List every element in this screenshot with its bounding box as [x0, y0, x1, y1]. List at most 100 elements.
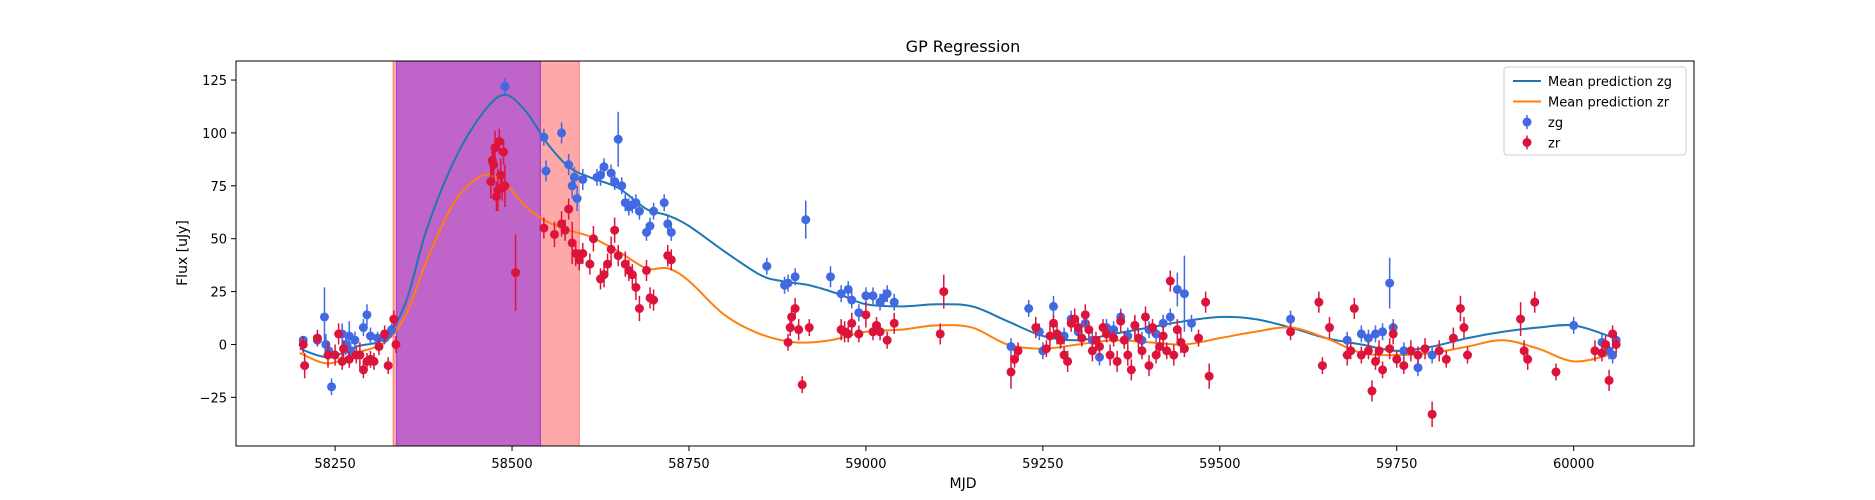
zr-point	[1162, 346, 1172, 356]
zr-point	[1590, 346, 1600, 356]
zr-point	[1367, 386, 1377, 396]
zr-point	[298, 339, 308, 349]
zr-point	[847, 318, 857, 328]
zr-point	[783, 337, 793, 347]
zr-point	[564, 204, 574, 214]
zr-point	[1063, 356, 1073, 366]
y-tick-label: 125	[202, 74, 227, 89]
zr-point	[489, 160, 499, 170]
legend-label: Mean prediction zg	[1548, 75, 1672, 90]
zr-point	[1371, 356, 1381, 366]
zr-point	[1045, 331, 1055, 341]
zg-point	[826, 272, 836, 282]
legend-label: zg	[1548, 116, 1563, 131]
zr-point	[1374, 346, 1384, 356]
zr-point	[1109, 333, 1119, 343]
legend-box	[1503, 66, 1687, 156]
zr-point	[1077, 333, 1087, 343]
zg-point	[373, 333, 383, 343]
zg-point	[564, 160, 574, 170]
zg-point	[861, 291, 871, 301]
zg-point	[790, 272, 800, 282]
zr-point	[1151, 350, 1161, 360]
zr-point	[1441, 354, 1451, 364]
zg-point	[1165, 312, 1175, 322]
zr-point	[1388, 329, 1398, 339]
zg-point	[1048, 301, 1058, 311]
zr-point	[344, 354, 354, 364]
zr-point	[1158, 331, 1168, 341]
zr-point	[1286, 327, 1296, 337]
zr-point	[1463, 350, 1473, 360]
zr-point	[578, 249, 588, 258]
zg-point	[659, 198, 669, 208]
zr-point	[355, 350, 365, 360]
zr-point	[300, 361, 310, 371]
zr-point	[1519, 346, 1529, 356]
zr-point	[1112, 356, 1122, 366]
y-tick-label: −25	[200, 391, 227, 406]
zr-point	[634, 304, 644, 313]
zr-point	[1073, 323, 1083, 333]
zr-point	[539, 223, 549, 233]
zr-point	[875, 327, 885, 337]
zg-point	[843, 284, 853, 294]
zr-point	[1179, 344, 1189, 354]
x-tick-label: 58750	[668, 457, 709, 472]
zg-point	[541, 166, 551, 176]
zr-point	[1601, 339, 1611, 349]
zr-point	[1611, 339, 1621, 349]
zr-point	[567, 238, 577, 248]
zg-point	[631, 198, 641, 208]
zg-point	[1179, 289, 1189, 299]
zr-point	[499, 147, 509, 157]
zr-point	[1597, 348, 1607, 358]
zg-point	[569, 172, 579, 182]
zr-point	[496, 170, 506, 180]
zg-point	[663, 219, 673, 229]
zg-point	[1399, 346, 1409, 356]
zr-point	[1551, 367, 1561, 377]
zr-point	[1204, 371, 1214, 381]
zg-point	[596, 170, 605, 180]
zg-point	[666, 227, 676, 237]
zg-point	[599, 162, 609, 172]
zr-point	[339, 344, 349, 354]
zg-point	[854, 308, 864, 318]
zg-point	[762, 261, 772, 271]
zg-point	[358, 323, 368, 333]
zr-point	[599, 270, 609, 280]
zr-point	[323, 350, 333, 360]
x-axis-ticks: 58250 58500 58750 59000 59250 59500 59750 60000	[314, 446, 1594, 472]
zg-point	[610, 177, 620, 187]
zr-point	[1346, 346, 1356, 356]
zg-point	[645, 221, 655, 231]
x-tick-label: 60000	[1553, 457, 1594, 472]
x-tick-label: 59500	[1199, 457, 1240, 472]
zr-point	[1325, 323, 1334, 333]
zr-point	[1010, 354, 1020, 364]
zg-point	[365, 331, 375, 341]
zr-point	[1349, 304, 1359, 313]
zr-point	[383, 361, 393, 371]
zr-point	[1155, 342, 1165, 352]
zr-point	[1119, 335, 1129, 345]
zg-point	[567, 181, 577, 191]
zg-point	[783, 278, 793, 288]
zg-point	[634, 206, 644, 216]
zg-point	[327, 382, 337, 392]
zg-point	[539, 132, 549, 142]
y-tick-label: 75	[210, 180, 227, 195]
zr-point	[1399, 361, 1409, 371]
legend-marker-swatch	[1522, 117, 1532, 127]
zg-point	[649, 206, 659, 216]
zg-point	[1356, 329, 1366, 339]
zg-point	[606, 168, 616, 178]
zg-point	[1158, 318, 1168, 328]
zr-point	[1102, 329, 1112, 339]
zr-point	[490, 143, 500, 153]
zr-point	[1201, 297, 1211, 307]
zr-point	[1116, 316, 1126, 326]
zr-point	[1144, 361, 1154, 371]
zg-point	[319, 312, 329, 322]
